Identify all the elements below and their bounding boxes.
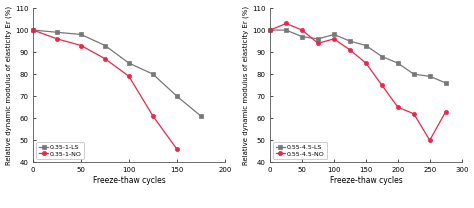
- 0.35-1-NO: [150, 115, 156, 117]
- 0.35-1-NO: [78, 44, 84, 47]
- 0.55-4.5-NO: [299, 29, 305, 31]
- 0.55-4.5-LS: [395, 62, 401, 64]
- Legend: 0.35-1-LS, 0.35-1-NO: 0.35-1-LS, 0.35-1-NO: [36, 142, 84, 159]
- 0.55-4.5-LS: [379, 55, 385, 58]
- 0.55-4.5-NO: [347, 49, 353, 51]
- 0.55-4.5-NO: [267, 29, 273, 31]
- 0.55-4.5-NO: [443, 110, 448, 113]
- 0.55-4.5-NO: [379, 84, 385, 86]
- 0.55-4.5-LS: [331, 33, 337, 36]
- 0.55-4.5-LS: [315, 38, 321, 40]
- Y-axis label: Relative dynamic modulus of elasticity Er (%): Relative dynamic modulus of elasticity E…: [243, 6, 249, 165]
- 0.55-4.5-LS: [347, 40, 353, 42]
- 0.35-1-LS: [78, 33, 84, 36]
- Y-axis label: Relative dynamic modulus of elasticity Er (%): Relative dynamic modulus of elasticity E…: [6, 6, 12, 165]
- Line: 0.55-4.5-NO: 0.55-4.5-NO: [268, 21, 448, 142]
- 0.55-4.5-NO: [283, 22, 289, 25]
- 0.55-4.5-NO: [315, 42, 321, 45]
- 0.55-4.5-NO: [331, 38, 337, 40]
- 0.55-4.5-NO: [395, 106, 401, 108]
- 0.55-4.5-LS: [427, 75, 433, 78]
- 0.55-4.5-NO: [411, 113, 417, 115]
- 0.55-4.5-LS: [363, 44, 369, 47]
- Line: 0.55-4.5-LS: 0.55-4.5-LS: [268, 28, 448, 85]
- 0.55-4.5-LS: [299, 35, 305, 38]
- Legend: 0.55-4.5-LS, 0.55-4.5-NO: 0.55-4.5-LS, 0.55-4.5-NO: [273, 142, 327, 159]
- 0.55-4.5-NO: [363, 62, 369, 64]
- X-axis label: Freeze-thaw cycles: Freeze-thaw cycles: [329, 176, 402, 185]
- 0.55-4.5-LS: [411, 73, 417, 75]
- X-axis label: Freeze-thaw cycles: Freeze-thaw cycles: [92, 176, 165, 185]
- 0.35-1-LS: [126, 62, 132, 64]
- 0.55-4.5-LS: [283, 29, 289, 31]
- Line: 0.35-1-NO: 0.35-1-NO: [31, 28, 179, 151]
- 0.55-4.5-LS: [443, 82, 448, 84]
- 0.35-1-LS: [55, 31, 60, 33]
- 0.35-1-LS: [174, 95, 180, 97]
- 0.35-1-LS: [150, 73, 156, 75]
- 0.35-1-LS: [30, 29, 36, 31]
- 0.35-1-NO: [30, 29, 36, 31]
- 0.35-1-NO: [55, 38, 60, 40]
- 0.35-1-LS: [102, 44, 108, 47]
- 0.55-4.5-LS: [267, 29, 273, 31]
- 0.35-1-NO: [126, 75, 132, 78]
- Line: 0.35-1-LS: 0.35-1-LS: [31, 28, 203, 118]
- 0.55-4.5-NO: [427, 139, 433, 141]
- 0.35-1-NO: [174, 148, 180, 150]
- 0.35-1-NO: [102, 57, 108, 60]
- 0.35-1-LS: [198, 115, 204, 117]
